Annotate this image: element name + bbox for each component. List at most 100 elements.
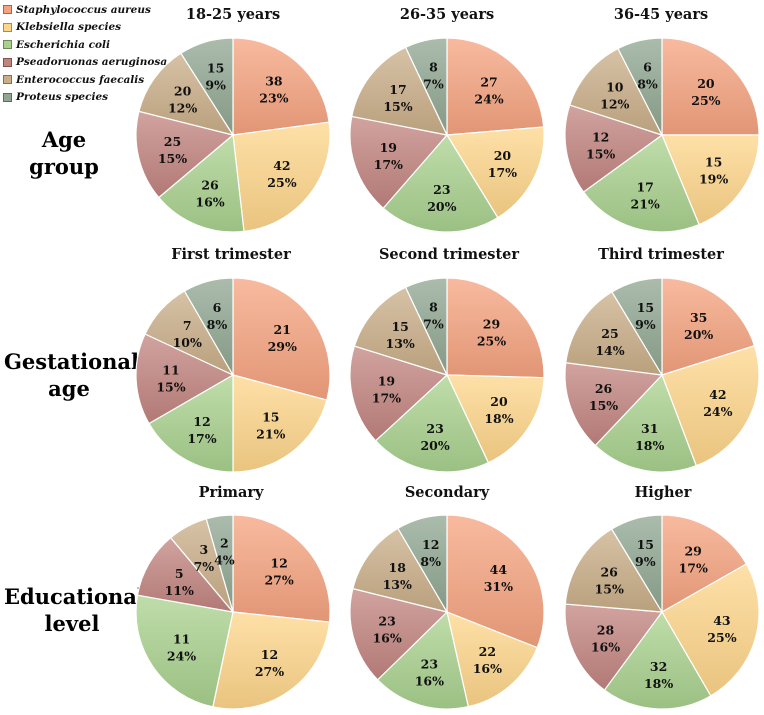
slice-value-label: 31 [641,421,658,436]
slice-percent-label: 13% [386,336,415,351]
slice-value-label: 5 [175,566,184,581]
pie-chart: 4431%2216%2316%2316%1813%128% [350,515,544,709]
slice-percent-label: 17% [679,560,708,575]
slice-percent-label: 8% [420,554,441,569]
slice-percent-label: 20% [420,438,449,453]
slice-value-label: 20 [697,76,715,91]
slice-value-label: 44 [490,562,508,577]
slice-value-label: 17 [389,82,406,97]
slice-value-label: 12 [422,537,439,552]
slice-percent-label: 24% [474,91,503,106]
slice-value-label: 15 [637,300,654,315]
pie-chart: 29 17% 43 25% 32 18% 28 16% 26 15% 15 9% [565,515,759,709]
slice-percent-label: 25% [267,175,296,190]
slice-value-label: 20 [490,394,508,409]
pie-chart: 27 24% 20 17% 23 20% 19 17% 17 15% 8 7% [350,38,544,232]
slice-value-label: 15 [637,537,654,552]
slice-value-label: 23 [421,657,438,672]
slice-percent-label: 20% [427,199,456,214]
slice-value-label: 29 [483,317,500,332]
slice-value-label: 35 [690,310,707,325]
slice-percent-label: 25% [691,93,720,108]
pie-charts: 3823%4225%2616%2515%2012%159% 2724%2017%2… [0,0,764,715]
slice-value-label: 20 [494,148,512,163]
slice-percent-label: 16% [591,640,620,655]
slice-value-label: 28 [597,623,615,638]
slice-percent-label: 16% [195,195,224,210]
slice-value-label: 17 [636,180,653,195]
pie-chart: 29 25% 20 18% 23 20% 19 17% 15 13% 8 7% [350,278,544,472]
slice-percent-label: 17% [488,165,517,180]
slice-percent-label: 23% [259,90,288,105]
slice-percent-label: 27% [255,664,284,679]
slice-percent-label: 15% [586,147,615,162]
slice-value-label: 25 [601,326,618,341]
slice-value-label: 6 [213,300,222,315]
slice-percent-label: 17% [187,431,216,446]
figure: Staphylococcus aureus Klebsiella species… [0,0,764,715]
slice-percent-label: 20% [684,327,713,342]
slice-percent-label: 18% [484,411,513,426]
slice-percent-label: 9% [205,77,226,92]
slice-percent-label: 15% [383,99,412,114]
slice-value-label: 32 [650,659,667,674]
slice-value-label: 29 [684,543,701,558]
slice-value-label: 11 [173,632,190,647]
slice-value-label: 26 [595,381,613,396]
slice-percent-label: 8% [637,77,658,92]
slice-percent-label: 15% [158,151,187,166]
pie-chart: 20 25% 15 19% 17 21% 12 15% 10 12% 6 8% [565,38,759,232]
slice-percent-label: 16% [415,674,444,689]
slice-value-label: 23 [433,182,450,197]
slice-percent-label: 18% [644,676,673,691]
slice-percent-label: 16% [473,661,502,676]
pie-chart: 1227%1227%1124%511%37%24% [136,515,330,709]
slice-value-label: 15 [391,319,408,334]
slice-value-label: 15 [207,60,224,75]
slice-percent-label: 8% [207,317,228,332]
slice-percent-label: 13% [383,577,412,592]
slice-value-label: 21 [274,322,291,337]
slice-value-label: 10 [606,80,624,95]
slice-value-label: 15 [705,154,722,169]
slice-value-label: 38 [265,73,283,88]
slice-value-label: 23 [426,421,443,436]
slice-percent-label: 21% [631,197,660,212]
slice-value-label: 22 [479,644,496,659]
slice-value-label: 8 [429,299,438,314]
slice-percent-label: 11% [165,583,194,598]
slice-value-label: 43 [713,613,730,628]
pie-chart: 2129%1521%1217%1115%710%68% [136,278,330,472]
slice-value-label: 15 [262,409,279,424]
slice-value-label: 7 [183,318,192,333]
slice-percent-label: 9% [635,317,656,332]
slice-value-label: 18 [389,560,407,575]
slice-value-label: 2 [220,536,229,551]
slice-percent-label: 17% [372,391,401,406]
slice-percent-label: 25% [707,630,736,645]
slice-value-label: 19 [380,140,397,155]
slice-value-label: 6 [643,60,652,75]
slice-percent-label: 9% [635,554,656,569]
slice-percent-label: 27% [264,572,293,587]
slice-percent-label: 15% [589,398,618,413]
slice-value-label: 11 [162,363,179,378]
slice-value-label: 26 [600,564,618,579]
slice-value-label: 26 [201,178,219,193]
slice-percent-label: 31% [484,579,513,594]
slice-percent-label: 25% [477,334,506,349]
slice-percent-label: 7% [194,559,215,574]
slice-percent-label: 10% [173,335,202,350]
slice-percent-label: 24% [703,404,732,419]
slice-value-label: 12 [193,414,210,429]
slice-percent-label: 15% [156,380,185,395]
slice-percent-label: 21% [256,426,285,441]
slice-percent-label: 15% [595,581,624,596]
slice-percent-label: 14% [595,343,624,358]
slice-value-label: 3 [200,542,209,557]
slice-value-label: 23 [378,613,395,628]
slice-percent-label: 19% [699,171,728,186]
slice-value-label: 12 [270,555,287,570]
slice-value-label: 8 [429,59,438,74]
slice-percent-label: 24% [167,649,196,664]
